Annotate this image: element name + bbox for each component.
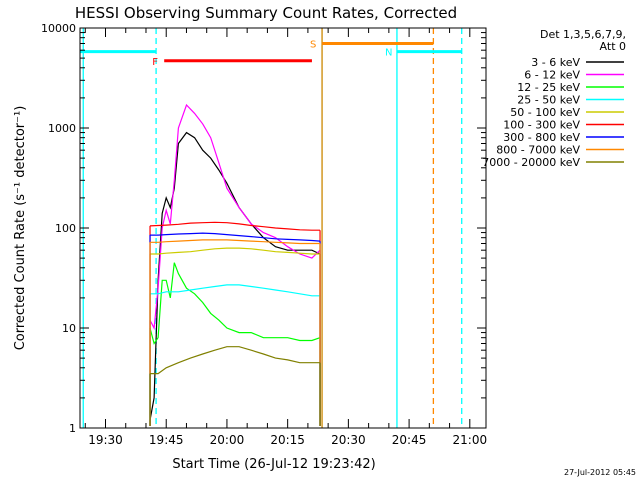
x-tick-label: 20:00: [210, 433, 245, 447]
legend-label-5: 100 - 300 keV: [503, 119, 580, 132]
flag-label-s: S: [310, 39, 316, 50]
series-line-6: [150, 232, 321, 242]
series-line-7: [150, 239, 320, 245]
y-tick-label: 10: [62, 322, 76, 335]
y-axis-label: Corrected Count Rate (s⁻¹ detector⁻¹): [13, 106, 28, 351]
legend-label-8: 7000 - 20000 keV: [482, 156, 580, 169]
legend-header-line-2: Att 0: [600, 40, 626, 53]
legend-header-line-1: Det 1,3,5,6,7,9,: [540, 28, 626, 41]
legend-label-3: 25 - 50 keV: [517, 94, 580, 107]
series-line-5: [149, 221, 320, 231]
series-line-2: [149, 262, 321, 345]
legend-label-0: 3 - 6 keV: [531, 56, 580, 69]
flag-label-n: N: [385, 48, 392, 59]
series-line-3: [150, 284, 320, 297]
series-line-0: [149, 131, 321, 421]
series-line-8: [150, 346, 320, 375]
legend-label-7: 800 - 7000 keV: [496, 144, 580, 157]
y-tick-label: 100: [55, 222, 76, 235]
legend-label-6: 300 - 800 keV: [503, 131, 580, 144]
series-line-1: [149, 103, 321, 331]
x-tick-label: 20:15: [270, 433, 305, 447]
x-tick-label: 19:30: [88, 433, 123, 447]
legend-label-4: 50 - 100 keV: [510, 106, 580, 119]
flag-label-f: F: [152, 57, 158, 68]
footer-timestamp: 27-Jul-2012 05:45: [564, 468, 636, 477]
x-axis-label: Start Time (26-Jul-12 19:23:42): [172, 457, 375, 472]
y-tick-label: 10000: [41, 22, 76, 35]
series-line-4: [150, 247, 320, 255]
plot-area: N F S 1 10 100 1000 10000 19:30 19:45 20:00 20:15 20…: [41, 22, 487, 447]
x-tick-label: 19:45: [149, 433, 184, 447]
x-tick-label: 20:45: [392, 433, 427, 447]
y-tick-label: 1: [69, 422, 76, 435]
legend-label-2: 12 - 25 keV: [517, 81, 580, 94]
chart-title: HESSI Observing Summary Count Rates, Cor…: [75, 4, 457, 22]
x-tick-label: 21:00: [453, 433, 488, 447]
y-tick-label: 1000: [48, 122, 76, 135]
x-tick-label: 20:30: [331, 433, 366, 447]
legend-label-1: 6 - 12 keV: [524, 69, 580, 82]
